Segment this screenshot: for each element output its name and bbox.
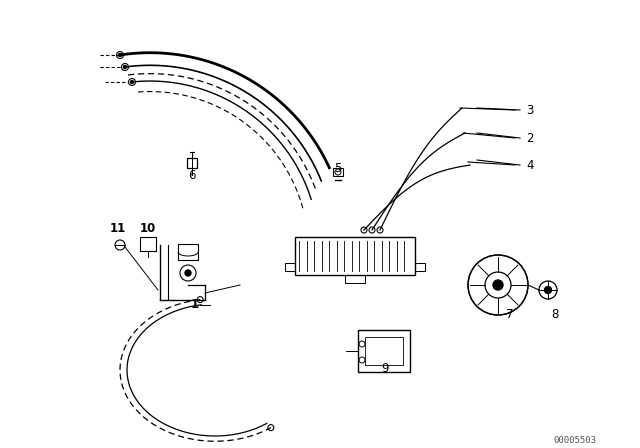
Circle shape bbox=[268, 425, 274, 431]
Text: 2: 2 bbox=[526, 132, 534, 145]
Circle shape bbox=[118, 53, 122, 56]
Circle shape bbox=[116, 52, 124, 59]
Bar bbox=[178, 244, 198, 260]
Text: 6: 6 bbox=[188, 168, 196, 181]
Text: 3: 3 bbox=[526, 103, 534, 116]
Circle shape bbox=[124, 65, 127, 69]
Bar bbox=[415, 263, 425, 271]
Bar bbox=[333, 168, 343, 176]
Circle shape bbox=[377, 227, 383, 233]
Circle shape bbox=[197, 297, 203, 303]
Text: 5: 5 bbox=[334, 161, 342, 175]
Circle shape bbox=[369, 227, 375, 233]
Text: 4: 4 bbox=[526, 159, 534, 172]
Bar bbox=[187, 158, 197, 168]
Circle shape bbox=[131, 81, 134, 83]
Bar bbox=[285, 263, 295, 271]
Circle shape bbox=[493, 280, 503, 290]
Circle shape bbox=[361, 227, 367, 233]
Circle shape bbox=[122, 64, 129, 70]
Text: 7: 7 bbox=[506, 309, 514, 322]
Text: 00005503: 00005503 bbox=[554, 435, 596, 444]
Text: 10: 10 bbox=[140, 221, 156, 234]
Text: 9: 9 bbox=[381, 362, 388, 375]
Text: 11: 11 bbox=[110, 221, 126, 234]
Text: 8: 8 bbox=[551, 309, 559, 322]
Bar bbox=[140, 237, 156, 251]
Bar bbox=[295, 237, 415, 275]
Text: 1: 1 bbox=[191, 298, 199, 311]
Circle shape bbox=[545, 287, 552, 293]
Circle shape bbox=[129, 78, 136, 86]
Circle shape bbox=[185, 270, 191, 276]
Bar bbox=[358, 330, 410, 372]
Bar bbox=[365, 337, 403, 365]
Bar bbox=[345, 275, 365, 283]
